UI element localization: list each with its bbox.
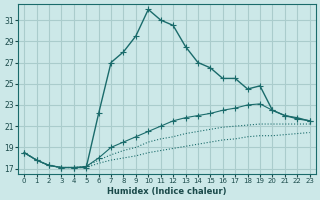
X-axis label: Humidex (Indice chaleur): Humidex (Indice chaleur) (107, 187, 227, 196)
